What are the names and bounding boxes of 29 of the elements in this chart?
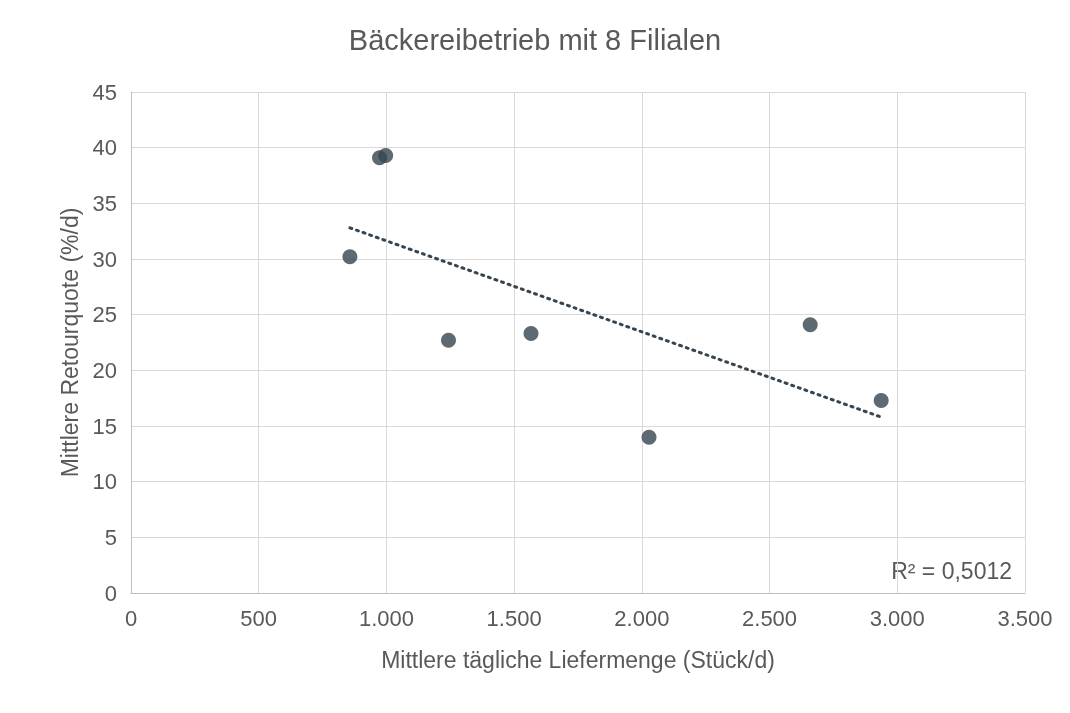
- chart-title: Bäckereibetrieb mit 8 Filialen: [348, 23, 722, 56]
- x-tick-label: 0: [124, 605, 138, 631]
- point: [441, 332, 456, 348]
- point: [802, 317, 818, 333]
- y-tick-label: 0: [104, 580, 117, 606]
- point: [873, 392, 889, 408]
- y-axis-title: Mittlere Retourquote (%/d): [56, 207, 83, 478]
- y-tick-label: 15: [92, 413, 117, 439]
- y-tick-label: 25: [92, 302, 117, 328]
- x-tick-label: 500: [240, 605, 278, 631]
- y-tick-label: 45: [92, 79, 117, 105]
- y-tick-label: 40: [92, 135, 117, 161]
- x-tick-label: 3.000: [869, 605, 925, 631]
- y-tick-label: 30: [92, 246, 117, 272]
- y-tick-label: 5: [104, 524, 117, 550]
- point: [523, 326, 539, 342]
- point: [641, 429, 657, 445]
- x-tick-label: 3.500: [997, 605, 1053, 631]
- x-tick-label: 1.000: [358, 605, 414, 631]
- y-tick-label: 10: [92, 469, 117, 495]
- x-tick-label: 2.000: [614, 605, 670, 631]
- x-axis-title: Mittlere tägliche Liefermenge (Stück/d): [381, 646, 775, 673]
- y-tick-label: 35: [92, 190, 117, 216]
- point: [342, 249, 358, 265]
- point: [378, 147, 394, 163]
- annotation: R² = 0,5012: [891, 557, 1013, 584]
- x-tick-label: 2.500: [742, 605, 798, 631]
- y-tick-label: 20: [92, 357, 117, 383]
- x-tick-label: 1.500: [486, 605, 542, 631]
